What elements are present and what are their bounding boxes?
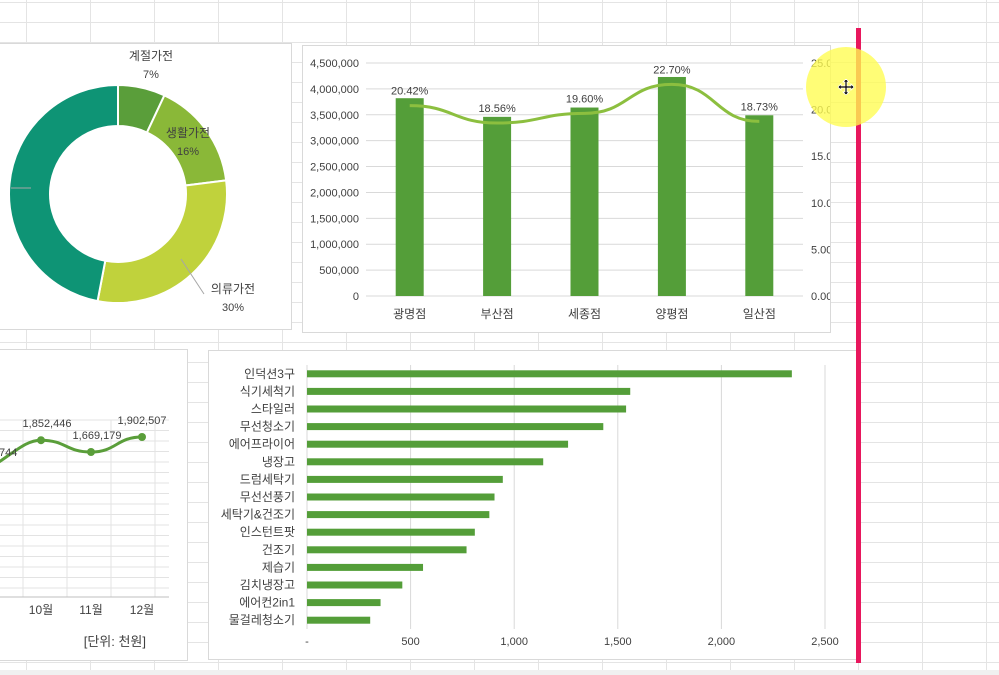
x-tick-label: 11월: [79, 603, 103, 617]
bar: [307, 616, 371, 624]
x-tick-label: 2,500: [811, 636, 839, 648]
category-label: 무선청소기: [240, 420, 295, 434]
bar: [307, 511, 490, 519]
category-label: 에어컨2in1: [239, 596, 295, 610]
line-point: [87, 448, 95, 456]
y2-tick-label: 0.00%: [811, 291, 830, 303]
bar: [307, 493, 495, 501]
data-label: 18.56%: [478, 103, 516, 115]
donut-chart-panel[interactable]: 계절가전 7% 생활가전 16% 의류가전 30%: [0, 43, 292, 330]
move-cursor-icon: [838, 79, 854, 95]
bar: [657, 76, 686, 296]
x-tick-label: 12월: [130, 603, 154, 617]
donut-slice: [8, 83, 119, 303]
product-bar-chart: - 500 1,000 1,500 2,000 2,500 인덕션3구식기세척기스타일러무선…: [221, 365, 839, 648]
bar: [307, 423, 604, 431]
y-tick-label: 4,000,000: [310, 84, 359, 96]
bar: [745, 115, 774, 296]
category-label: 스타일러: [251, 402, 295, 416]
y-tick-label: 1,000,000: [310, 239, 359, 251]
line-point: [138, 433, 146, 441]
y-tick-label: 1,500,000: [310, 213, 359, 225]
line-point: [37, 436, 45, 445]
category-label: 무선선풍기: [240, 490, 295, 504]
x-tick-label: -: [305, 636, 309, 648]
monthly-line-chart-panel[interactable]: 1,852,446 1,669,179 1,902,507 744 10월 11월 12월 […: [0, 349, 188, 661]
category-label: 식기세척기: [240, 384, 295, 398]
category-label: 제습기: [262, 560, 295, 574]
x-tick-label: 10월: [29, 603, 53, 617]
bar: [570, 107, 599, 296]
category-label: 인덕션3구: [244, 367, 295, 381]
donut-chart: 계절가전 7% 생활가전 16% 의류가전 30%: [8, 49, 255, 314]
donut-slice: [145, 94, 228, 187]
y-tick-label: 3,000,000: [310, 136, 359, 148]
combo-chart: 0 500,000 1,000,000 1,500,000 2,000,000 2,500…: [310, 58, 848, 321]
category-label: 물걸레청소기: [229, 613, 295, 627]
x-tick-label: 2,000: [708, 636, 736, 648]
data-label: 18.73%: [741, 101, 779, 113]
bar: [307, 458, 544, 466]
y-tick-label: 500,000: [319, 265, 359, 277]
y-tick-label: 4,500,000: [310, 58, 359, 70]
bar: [307, 370, 792, 378]
bar: [483, 116, 512, 296]
vertical-marker-line: [856, 28, 861, 663]
data-label: 744: [0, 447, 17, 459]
bar: [307, 440, 569, 448]
slice-percent: 16%: [177, 146, 199, 158]
data-label: 20.42%: [391, 86, 429, 98]
slice-percent: 7%: [143, 69, 159, 81]
data-label: 1,902,507: [118, 415, 167, 427]
category-label: 드럼세탁기: [240, 472, 295, 486]
bar: [395, 98, 424, 296]
bar: [307, 405, 627, 413]
y2-tick-label: 15.00%: [811, 151, 830, 163]
slice-label: 생활가전: [166, 126, 210, 140]
slice-label: 계절가전: [129, 49, 173, 63]
slice-label: 의류가전: [211, 282, 255, 296]
y-tick-label: 3,500,000: [310, 110, 359, 122]
category-label: 인스턴트팟: [240, 525, 295, 539]
slice-percent: 30%: [222, 302, 244, 314]
bar: [307, 581, 403, 589]
category-label: 세탁기&건조기: [221, 508, 295, 522]
data-label: 1,669,179: [73, 430, 122, 442]
leader-line: [180, 258, 205, 295]
category-label: 김치냉장고: [240, 578, 295, 592]
bar: [307, 599, 381, 607]
bar: [307, 546, 467, 554]
data-label: 1,852,446: [23, 418, 72, 430]
category-label: 에어프라이어: [229, 437, 295, 451]
x-tick-label: 양평점: [655, 307, 688, 321]
x-tick-label: 1,000: [500, 636, 528, 648]
x-tick-label: 500: [401, 636, 419, 648]
y2-tick-label: 5.00%: [811, 244, 830, 256]
bar: [307, 475, 503, 483]
sheet-bottom-edge: [0, 670, 999, 675]
category-label: 건조기: [262, 543, 295, 557]
bar: [307, 387, 631, 395]
y-tick-label: 0: [353, 291, 359, 303]
x-tick-label: 부산점: [481, 307, 514, 321]
data-label: 22.70%: [653, 64, 691, 76]
x-tick-label: 세종점: [568, 307, 601, 321]
bar: [307, 563, 424, 571]
unit-note: [단위: 천원]: [84, 634, 146, 649]
y-tick-label: 2,000,000: [310, 187, 359, 199]
combo-chart-panel[interactable]: 0 500,000 1,000,000 1,500,000 2,000,000 2,500…: [302, 45, 849, 333]
category-label: 냉장고: [262, 455, 295, 469]
x-tick-label: 일산점: [743, 307, 776, 321]
donut-slice: [96, 179, 228, 304]
monthly-line: [0, 435, 143, 464]
y-tick-label: 2,500,000: [310, 162, 359, 174]
y2-tick-label: 10.00%: [811, 198, 830, 210]
data-label: 19.60%: [566, 93, 604, 105]
bar: [307, 528, 475, 536]
x-tick-label: 1,500: [604, 636, 632, 648]
x-tick-label: 광명점: [393, 307, 426, 321]
rate-line: [409, 82, 760, 125]
